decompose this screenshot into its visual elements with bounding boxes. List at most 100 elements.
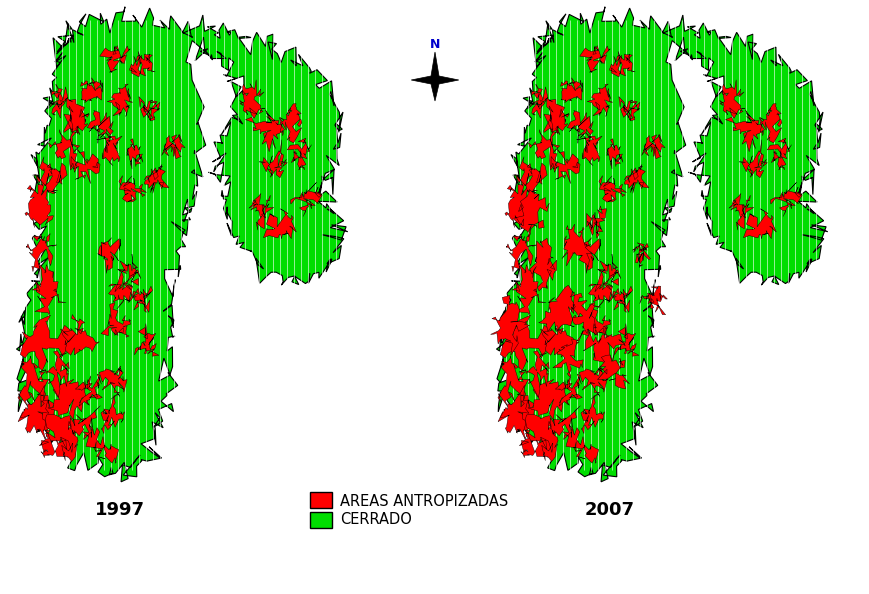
Polygon shape — [20, 392, 49, 440]
Polygon shape — [39, 350, 70, 397]
Polygon shape — [554, 374, 581, 406]
Polygon shape — [514, 157, 547, 192]
Polygon shape — [61, 314, 99, 355]
Polygon shape — [598, 176, 626, 202]
Polygon shape — [490, 295, 529, 356]
Polygon shape — [519, 350, 548, 397]
Text: 2007: 2007 — [584, 501, 634, 519]
Polygon shape — [99, 366, 127, 399]
Polygon shape — [239, 80, 265, 118]
Polygon shape — [614, 324, 638, 356]
Polygon shape — [641, 134, 665, 159]
Polygon shape — [497, 386, 546, 439]
Polygon shape — [742, 209, 775, 239]
Polygon shape — [560, 78, 581, 103]
Polygon shape — [624, 165, 648, 193]
Polygon shape — [87, 110, 113, 143]
Polygon shape — [83, 428, 118, 463]
Text: AREAS ANTROPIZADAS: AREAS ANTROPIZADAS — [340, 494, 507, 510]
Polygon shape — [132, 286, 152, 312]
Polygon shape — [96, 132, 122, 166]
Polygon shape — [17, 7, 348, 482]
Polygon shape — [606, 139, 622, 169]
Polygon shape — [263, 209, 296, 239]
Polygon shape — [50, 84, 68, 118]
Polygon shape — [579, 46, 609, 73]
Polygon shape — [612, 286, 632, 312]
Polygon shape — [119, 176, 146, 202]
Polygon shape — [544, 406, 580, 443]
Polygon shape — [18, 356, 50, 407]
Polygon shape — [101, 302, 130, 337]
Polygon shape — [728, 194, 753, 230]
Polygon shape — [567, 110, 593, 143]
Polygon shape — [569, 292, 600, 334]
Polygon shape — [126, 139, 143, 169]
Polygon shape — [597, 350, 629, 389]
Polygon shape — [519, 433, 552, 461]
Polygon shape — [500, 315, 555, 371]
Bar — [309, 512, 332, 528]
Polygon shape — [538, 285, 576, 332]
Polygon shape — [35, 157, 67, 192]
Polygon shape — [81, 78, 103, 103]
Polygon shape — [587, 84, 612, 116]
Polygon shape — [100, 46, 130, 73]
Polygon shape — [249, 194, 274, 230]
Polygon shape — [135, 324, 159, 356]
Polygon shape — [76, 374, 103, 406]
Polygon shape — [48, 128, 80, 170]
Polygon shape — [597, 254, 620, 290]
Polygon shape — [45, 414, 78, 462]
Polygon shape — [632, 243, 650, 268]
Polygon shape — [504, 180, 534, 228]
Polygon shape — [32, 263, 66, 315]
Polygon shape — [139, 97, 160, 121]
Polygon shape — [117, 254, 141, 290]
Polygon shape — [290, 182, 322, 217]
Polygon shape — [766, 138, 791, 170]
Polygon shape — [586, 206, 606, 238]
Polygon shape — [563, 428, 598, 463]
Text: CERRADO: CERRADO — [340, 513, 411, 527]
Polygon shape — [580, 302, 610, 337]
Polygon shape — [580, 395, 604, 434]
Polygon shape — [497, 356, 529, 407]
Polygon shape — [144, 165, 169, 193]
Polygon shape — [259, 140, 287, 178]
Polygon shape — [540, 314, 579, 355]
Polygon shape — [543, 98, 568, 135]
Polygon shape — [608, 52, 634, 77]
Polygon shape — [579, 366, 607, 399]
Polygon shape — [529, 238, 556, 291]
Polygon shape — [48, 380, 89, 428]
Polygon shape — [577, 238, 600, 273]
Polygon shape — [64, 406, 100, 443]
Polygon shape — [759, 103, 781, 143]
Polygon shape — [527, 380, 567, 428]
Polygon shape — [576, 132, 601, 166]
Polygon shape — [719, 80, 744, 118]
Polygon shape — [514, 189, 548, 237]
Polygon shape — [20, 315, 76, 371]
Polygon shape — [770, 182, 801, 217]
Polygon shape — [528, 84, 547, 118]
Polygon shape — [496, 7, 826, 482]
Polygon shape — [63, 98, 90, 135]
Polygon shape — [525, 414, 557, 462]
Polygon shape — [71, 149, 100, 184]
Polygon shape — [618, 97, 640, 121]
Polygon shape — [500, 392, 528, 440]
Polygon shape — [39, 433, 73, 461]
Polygon shape — [97, 238, 121, 273]
Polygon shape — [26, 233, 56, 271]
Polygon shape — [583, 327, 624, 362]
Polygon shape — [245, 110, 283, 151]
Polygon shape — [527, 128, 559, 170]
Polygon shape — [506, 233, 536, 271]
Polygon shape — [588, 271, 612, 309]
Polygon shape — [725, 110, 763, 151]
Polygon shape — [279, 103, 302, 143]
Polygon shape — [162, 134, 185, 159]
Polygon shape — [287, 138, 311, 170]
